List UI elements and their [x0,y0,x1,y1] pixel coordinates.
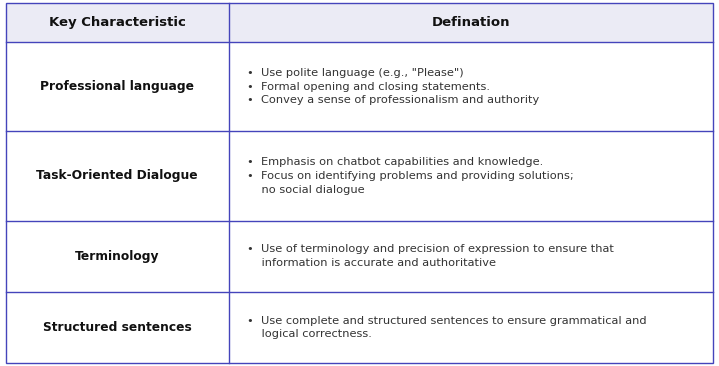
Bar [6,42,713,131]
Text: logical correctness.: logical correctness. [247,329,372,339]
Text: Terminology: Terminology [75,250,160,263]
Text: •  Emphasis on chatbot capabilities and knowledge.: • Emphasis on chatbot capabilities and k… [247,157,543,167]
Bar [6,221,713,292]
Text: •  Formal opening and closing statements.: • Formal opening and closing statements. [247,82,490,92]
Bar [6,292,713,363]
Text: •  Focus on identifying problems and providing solutions;: • Focus on identifying problems and prov… [247,171,573,181]
Text: Defination: Defination [431,16,510,29]
Text: •  Convey a sense of professionalism and authority: • Convey a sense of professionalism and … [247,96,539,105]
Bar [6,3,713,42]
Text: Structured sentences: Structured sentences [43,321,191,334]
Text: information is accurate and authoritative: information is accurate and authoritativ… [247,258,495,268]
Text: Professional language: Professional language [40,80,194,93]
Text: no social dialogue: no social dialogue [247,185,365,195]
Text: •  Use polite language (e.g., "Please"): • Use polite language (e.g., "Please") [247,68,463,78]
Text: •  Use complete and structured sentences to ensure grammatical and: • Use complete and structured sentences … [247,315,646,325]
Text: •  Use of terminology and precision of expression to ensure that: • Use of terminology and precision of ex… [247,244,613,254]
Text: Key Characteristic: Key Characteristic [49,16,186,29]
Bar [6,131,713,221]
Text: Task-Oriented Dialogue: Task-Oriented Dialogue [37,169,198,183]
